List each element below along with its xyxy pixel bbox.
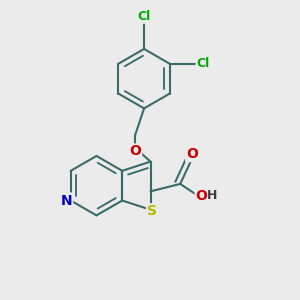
Text: O: O [196, 189, 208, 203]
Text: O: O [186, 147, 198, 161]
Text: N: N [61, 194, 72, 208]
Text: O: O [129, 145, 141, 158]
Text: S: S [147, 204, 157, 218]
Text: H: H [207, 189, 217, 202]
Text: Cl: Cl [197, 57, 210, 70]
Text: Cl: Cl [137, 10, 151, 23]
